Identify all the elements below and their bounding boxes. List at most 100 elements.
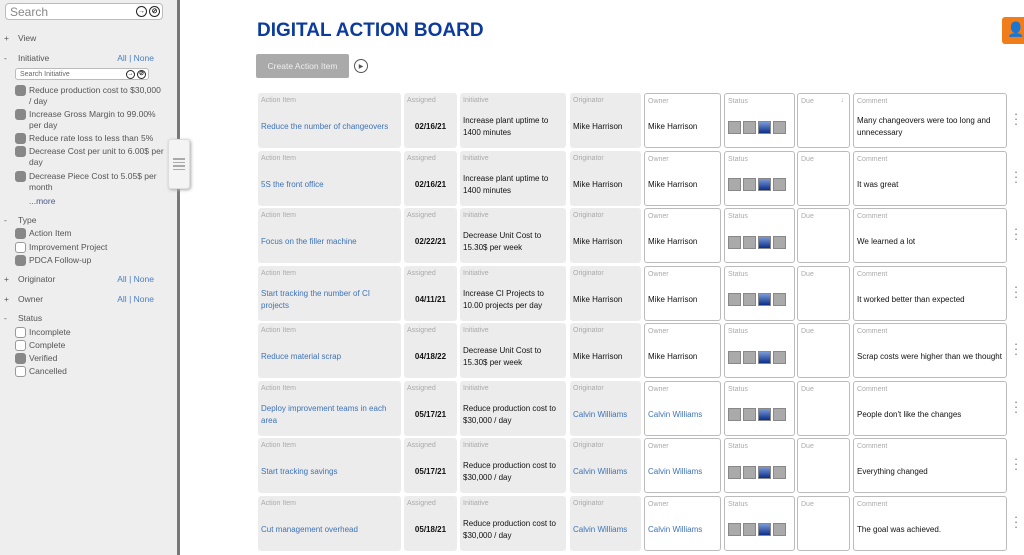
status-cell[interactable]: Status (724, 265, 795, 321)
clear-icon[interactable]: ⊘ (149, 6, 160, 17)
filter-option[interactable]: Verified (15, 353, 165, 364)
checkbox[interactable] (15, 353, 26, 364)
owner-cell[interactable]: Owner Mike Harrison (644, 93, 721, 148)
action-value[interactable]: Reduce material scrap (261, 352, 342, 361)
action-value[interactable]: Focus on the filler machine (261, 237, 357, 246)
comment-value[interactable]: Scrap costs were higher than we thought (857, 352, 1002, 361)
owner-value[interactable]: Mike Harrison (648, 237, 698, 246)
status-step[interactable] (743, 120, 756, 134)
action-value[interactable]: 5S the front office (261, 179, 324, 189)
initiative-search-input[interactable]: Search Initiative → ⊘ (15, 68, 149, 80)
status-step[interactable] (743, 523, 756, 536)
due-value[interactable] (801, 169, 846, 201)
checkbox[interactable] (15, 327, 26, 338)
more-options-icon[interactable]: · · · (1013, 106, 1019, 131)
owner-value[interactable]: Calvin Williams (648, 467, 703, 476)
owner-cell[interactable]: Owner Calvin Williams (644, 495, 721, 551)
status-steps[interactable] (728, 226, 791, 258)
status-step[interactable] (758, 408, 771, 421)
comment-cell[interactable]: Comment Everything changed (853, 438, 1007, 493)
comment-value[interactable]: People don't like the changes (857, 409, 962, 419)
status-step[interactable] (773, 235, 786, 249)
comment-value[interactable]: Everything changed (857, 467, 928, 476)
more-link[interactable]: ...more (29, 196, 56, 206)
go-icon[interactable]: → (126, 69, 135, 79)
due-cell[interactable]: Due (797, 495, 850, 551)
status-step[interactable] (743, 178, 756, 191)
action-value[interactable]: Cut management overhead (261, 524, 358, 534)
owner-value[interactable]: Calvin Williams (648, 524, 703, 534)
all-link[interactable]: All (117, 53, 127, 63)
owner-value[interactable]: Mike Harrison (648, 179, 698, 189)
status-step[interactable] (773, 293, 786, 306)
sidebar-resize-handle[interactable] (168, 139, 190, 189)
status-steps[interactable] (728, 284, 791, 316)
owner-value[interactable]: Mike Harrison (648, 294, 698, 304)
owner-cell[interactable]: Owner Mike Harrison (644, 323, 721, 378)
status-step[interactable] (728, 293, 741, 306)
due-cell[interactable]: Due (797, 208, 850, 263)
clear-icon[interactable]: ⊘ (137, 69, 146, 79)
checkbox[interactable] (15, 109, 26, 120)
filter-option[interactable]: Decrease Cost per unit to 6.00$ per day (15, 146, 165, 168)
action-value[interactable]: Deploy improvement teams in each area (261, 403, 387, 425)
checkbox[interactable] (15, 85, 26, 96)
filter-option[interactable]: PDCA Follow-up (15, 255, 165, 266)
comment-value[interactable]: We learned a lot (857, 237, 916, 246)
status-cell[interactable]: Status (724, 438, 795, 493)
due-value[interactable] (801, 399, 846, 431)
owner-cell[interactable]: Owner Mike Harrison (644, 265, 721, 321)
due-cell[interactable]: Due (797, 150, 850, 206)
due-cell[interactable]: Due (797, 323, 850, 378)
checkbox[interactable] (15, 340, 26, 351)
comment-cell[interactable]: Comment It was great (853, 150, 1007, 206)
more-options-icon[interactable]: · · · (1013, 163, 1019, 189)
status-cell[interactable]: Status (724, 323, 795, 378)
comment-cell[interactable]: Comment Many changeovers were too long an… (853, 93, 1007, 148)
status-step[interactable] (728, 465, 741, 479)
more-options-icon[interactable]: · · · (1013, 508, 1019, 534)
status-step[interactable] (758, 465, 771, 479)
all-link[interactable]: All (117, 294, 127, 304)
due-cell[interactable]: Due ↓ (797, 93, 850, 148)
status-step[interactable] (728, 523, 741, 536)
status-step[interactable] (773, 408, 786, 421)
action-value[interactable]: Start tracking savings (261, 467, 338, 476)
section-view[interactable]: + View (4, 33, 37, 43)
status-step[interactable] (743, 408, 756, 421)
status-step[interactable] (743, 293, 756, 306)
status-steps[interactable] (728, 341, 791, 373)
filter-option[interactable]: Action Item (15, 228, 165, 239)
owner-cell[interactable]: Owner Mike Harrison (644, 208, 721, 263)
checkbox[interactable] (15, 255, 26, 266)
status-step[interactable] (758, 178, 771, 191)
filter-option[interactable]: Complete (15, 340, 165, 351)
status-steps[interactable] (728, 169, 791, 201)
status-step[interactable] (773, 465, 786, 479)
status-step[interactable] (758, 235, 771, 249)
more-options-icon[interactable]: · · · (1013, 221, 1019, 246)
status-step[interactable] (758, 120, 771, 134)
filter-option[interactable]: Improvement Project (15, 242, 165, 253)
status-cell[interactable]: Status (724, 495, 795, 551)
status-step[interactable] (773, 523, 786, 536)
checkbox[interactable] (15, 366, 26, 377)
status-steps[interactable] (728, 111, 791, 143)
status-step[interactable] (728, 408, 741, 421)
none-link[interactable]: None (133, 294, 154, 304)
due-cell[interactable]: Due (797, 380, 850, 436)
status-step[interactable] (728, 120, 741, 134)
status-step[interactable] (728, 235, 741, 249)
status-step[interactable] (728, 350, 741, 364)
due-value[interactable] (801, 284, 846, 316)
owner-cell[interactable]: Owner Calvin Williams (644, 438, 721, 493)
status-step[interactable] (773, 350, 786, 364)
due-cell[interactable]: Due (797, 438, 850, 493)
filter-option[interactable]: Incomplete (15, 327, 165, 338)
status-step[interactable] (773, 120, 786, 134)
checkbox[interactable] (15, 228, 26, 239)
status-steps[interactable] (728, 456, 791, 488)
action-value[interactable]: Reduce the number of changeovers (261, 122, 389, 131)
user-icon[interactable]: 👤 (1002, 17, 1024, 44)
go-icon[interactable]: → (136, 6, 147, 17)
